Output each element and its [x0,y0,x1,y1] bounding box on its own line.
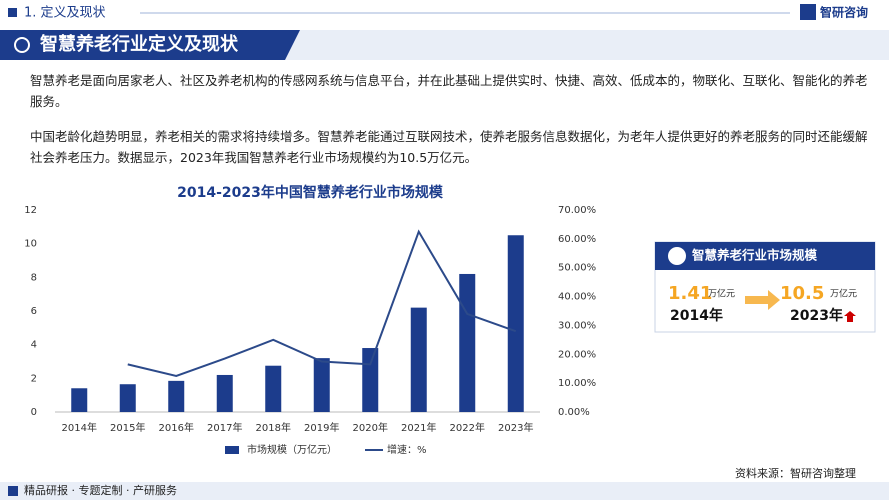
callout-header [655,242,875,270]
footer-icon [8,486,18,496]
callout-left-year: 2014年 [670,307,723,324]
bar [119,384,136,412]
callout: 智慧养老行业市场规模 1.41 万亿元 2014年 10.5 万亿元 2023年 [654,241,876,333]
section-title: 1. 定义及现状 [24,6,106,21]
paragraph: 智慧养老是面向居家老人、社区及养老机构的传感网系统与信息平台，并在此基础上提供实… [30,73,868,109]
callout-right-unit: 万亿元 [830,288,857,300]
y2-tick-label: 40.00% [558,292,596,303]
legend-label: 增速：% [387,443,427,456]
x-tick-label: 2016年 [159,421,194,434]
x-tick-label: 2023年 [498,421,533,434]
bar [265,365,282,412]
y2-tick-label: 50.00% [558,263,596,274]
callout-right-year: 2023年 [790,307,843,324]
logo-icon [800,4,816,20]
callout-left-value: 1.41 [668,283,712,304]
y2-tick-label: 70.00% [558,205,596,216]
bar [313,358,330,412]
footer-bar [0,482,889,500]
banner-title: 智慧养老行业定义及现状 [40,33,239,55]
banner [0,30,300,60]
y-tick-label: 4 [31,340,37,351]
y-tick-label: 10 [24,239,37,250]
y2-tick-label: 10.00% [558,378,596,389]
bar [216,374,233,412]
legend-label: 市场规模（万亿元） [247,443,337,456]
callout-left-unit: 万亿元 [708,288,735,300]
callout-right-value: 10.5 [780,283,824,304]
x-tick-label: 2015年 [110,421,145,434]
y-tick-label: 0 [31,407,37,418]
callout-title: 智慧养老行业市场规模 [691,248,818,263]
source: 资料来源：智研咨询整理 [735,466,856,480]
logo-text: 智研咨询 [819,5,868,20]
section-icon [8,8,17,17]
bar [71,388,88,412]
y2-tick-label: 60.00% [558,234,596,245]
chart-title: 2014-2023年中国智慧养老行业市场规模 [177,184,444,201]
bar [410,307,427,412]
legend-swatch [225,446,239,454]
x-tick-label: 2017年 [207,421,242,434]
x-tick-label: 2014年 [62,421,97,434]
paragraph: 中国老龄化趋势明显，养老相关的需求将持续增多。智慧养老能通过互联网技术，使养老服… [30,129,868,165]
line [127,229,517,377]
bar [459,273,476,412]
callout-arrow [745,290,780,310]
y-tick-label: 8 [31,272,37,283]
chart: 2014-2023年中国智慧养老行业市场规模 0 2 4 6 8 10 12 0.00% 10.0… [24,184,596,456]
y-tick-label: 6 [31,306,37,317]
bar [507,235,524,412]
x-tick-label: 2020年 [353,421,388,434]
x-tick-label: 2018年 [256,421,291,434]
bar [168,380,185,412]
y2-tick-label: 0.00% [558,407,590,418]
footer-slogan: 精品研报 · 专题定制 · 产研服务 [24,483,177,497]
bar [362,348,379,412]
x-tick-label: 2019年 [304,421,339,434]
callout-icon [668,247,686,265]
x-tick-label: 2021年 [401,421,436,434]
y-tick-label: 2 [31,373,37,384]
x-tick-label: 2022年 [450,421,485,434]
banner-icon [14,37,30,53]
y-tick-label: 12 [24,205,37,216]
up-arrow [844,311,856,322]
y2-tick-label: 30.00% [558,320,596,331]
y2-tick-label: 20.00% [558,349,596,360]
